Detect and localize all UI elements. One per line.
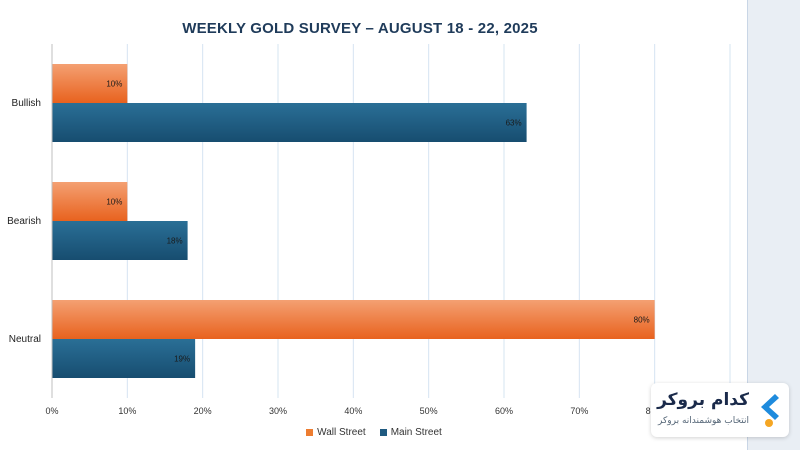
legend: Wall Street Main Street bbox=[0, 427, 748, 438]
x-tick-label: 20% bbox=[194, 406, 212, 416]
x-tick-label: 0% bbox=[45, 406, 58, 416]
bar-main-street bbox=[52, 221, 188, 260]
chart-frame: WEEKLY GOLD SURVEY – AUGUST 18 - 22, 202… bbox=[0, 0, 748, 450]
x-tick-label: 50% bbox=[420, 406, 438, 416]
data-label: 19% bbox=[174, 355, 190, 364]
data-label: 80% bbox=[634, 316, 650, 325]
watermark-title: کدام بروکر bbox=[657, 390, 749, 410]
legend-item-main-street: Main Street bbox=[379, 427, 442, 438]
data-label: 10% bbox=[106, 198, 122, 207]
legend-item-wall-street: Wall Street bbox=[306, 427, 366, 438]
legend-label-main-street: Main Street bbox=[390, 427, 442, 438]
x-tick-label: 10% bbox=[118, 406, 136, 416]
x-tick-label: 60% bbox=[495, 406, 513, 416]
bar-wall-street bbox=[52, 300, 655, 339]
category-label: Bearish bbox=[7, 216, 41, 227]
legend-swatch-main-street bbox=[379, 429, 387, 436]
x-tick-label: 70% bbox=[570, 406, 588, 416]
chart-title: WEEKLY GOLD SURVEY – AUGUST 18 - 22, 202… bbox=[182, 20, 538, 37]
category-label: Neutral bbox=[9, 334, 41, 345]
x-tick-label: 30% bbox=[269, 406, 287, 416]
watermark-subtitle: انتخاب هوشمندانه بروکر bbox=[658, 416, 749, 426]
bar-wall-street bbox=[52, 182, 128, 221]
watermark-logo: کدام بروکر انتخاب هوشمندانه بروکر bbox=[651, 383, 789, 437]
data-label: 10% bbox=[106, 80, 122, 89]
x-tick-label: 40% bbox=[344, 406, 362, 416]
bar-chart: 0%10%20%30%40%50%60%70%80%90%Bullish10%6… bbox=[7, 44, 739, 416]
bar-main-street bbox=[52, 103, 527, 142]
bar-wall-street bbox=[52, 64, 128, 103]
data-label: 18% bbox=[167, 237, 183, 246]
legend-swatch-wall-street bbox=[306, 429, 314, 436]
bar-main-street bbox=[52, 339, 196, 378]
legend-label-wall-street: Wall Street bbox=[317, 427, 366, 438]
data-label: 63% bbox=[506, 119, 522, 128]
chevron-logo-icon bbox=[761, 394, 779, 427]
category-label: Bullish bbox=[12, 98, 41, 109]
